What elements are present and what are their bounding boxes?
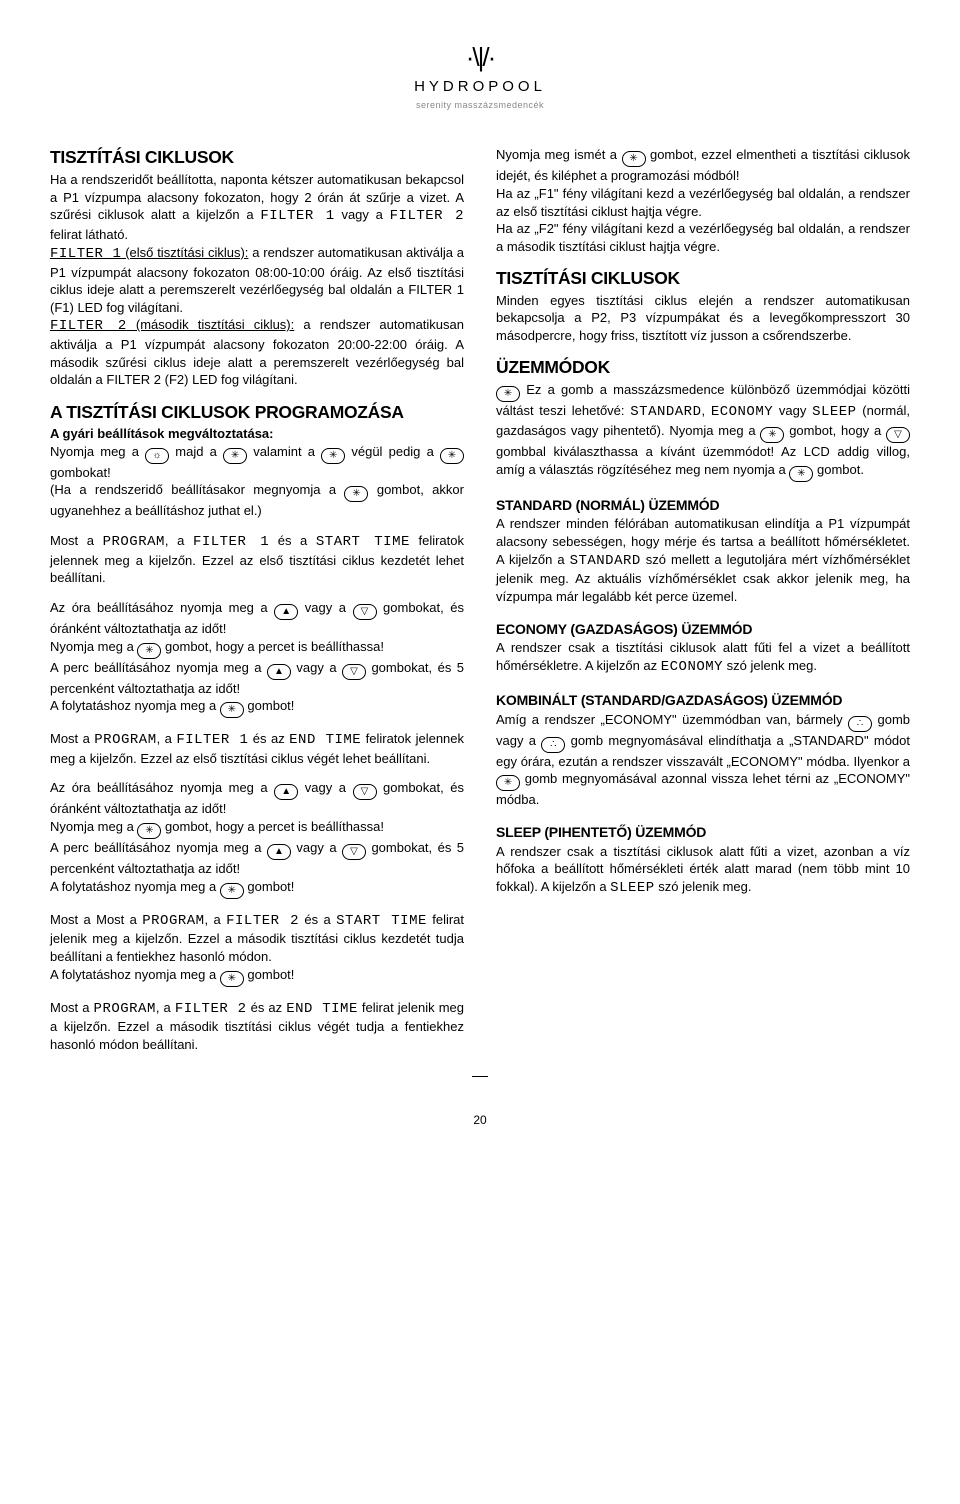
star-button-icon: ✳	[220, 883, 244, 899]
para-sleep: A rendszer csak a tisztítási ciklusok al…	[496, 843, 910, 898]
logo-subtitle: serenity masszázsmedencék	[50, 99, 910, 111]
lcd-program: PROGRAM	[103, 534, 165, 550]
para-prog-end: Most a PROGRAM, a FILTER 1 és az END TIM…	[50, 730, 464, 767]
heading-economy: ECONOMY (GAZDASÁGOS) ÜZEMMÓD	[496, 620, 910, 639]
lcd-filter1: FILTER 1	[176, 732, 248, 748]
footer-divider	[472, 1076, 488, 1077]
heading-programming: A TISZTÍTÁSI CIKLUSOK PROGRAMOZÁSA	[50, 401, 464, 425]
lcd-economy: ECONOMY	[661, 659, 723, 675]
heading-standard: STANDARD (NORMÁL) ÜZEMMÓD	[496, 496, 910, 515]
lcd-program: PROGRAM	[94, 732, 156, 748]
page-number: 20	[50, 1112, 910, 1128]
star-button-icon: ✳	[137, 643, 161, 659]
light-button-icon: ☼	[145, 448, 169, 464]
star-button-icon: ✳	[223, 448, 247, 464]
lcd-sleep: SLEEP	[610, 880, 655, 896]
down-button-icon: ▽	[342, 844, 366, 860]
lcd-filter2-u: FILTER 2	[50, 318, 127, 334]
para-standard: A rendszer minden félórában automatikusa…	[496, 515, 910, 605]
star-button-icon: ✳	[789, 466, 813, 482]
para-save: Nyomja meg ismét a ✳ gombot, ezzel elmen…	[496, 146, 910, 255]
star-button-icon: ✳	[344, 486, 368, 502]
up-button-icon: ▲	[267, 844, 291, 860]
para-prog-start: Most a PROGRAM, a FILTER 1 és a START TI…	[50, 532, 464, 587]
heading-cleaning-cycles: TISZTÍTÁSI CIKLUSOK	[50, 146, 464, 170]
lcd-filter1: FILTER 1	[193, 534, 269, 550]
heading-sleep: SLEEP (PIHENTETŐ) ÜZEMMÓD	[496, 823, 910, 842]
lcd-sleep: SLEEP	[812, 404, 857, 420]
lcd-program: PROGRAM	[142, 913, 204, 929]
star-button-icon: ✳	[496, 775, 520, 791]
lcd-filter1-u: FILTER 1	[50, 246, 121, 262]
lcd-filter2: FILTER 2	[175, 1001, 247, 1017]
para-buttons1: Nyomja meg a ☼ majd a ✳ valamint a ✳ vég…	[50, 443, 464, 520]
para-set-hour1: Az óra beállításához nyomja meg a ▲ vagy…	[50, 599, 464, 718]
para-combined: Amíg a rendszer „ECONOMY" üzemmódban van…	[496, 711, 910, 809]
lcd-start-time: START TIME	[316, 534, 410, 550]
star-button-icon: ✳	[440, 448, 464, 464]
lcd-filter1: FILTER 1	[260, 208, 334, 224]
up-button-icon: ▲	[274, 604, 298, 620]
star-button-icon: ✳	[137, 823, 161, 839]
heading-combined: KOMBINÁLT (STANDARD/GAZDASÁGOS) ÜZEMMÓD	[496, 691, 910, 710]
down-button-icon: ▽	[353, 604, 377, 620]
para-cycles2: Minden egyes tisztítási ciklus elején a …	[496, 292, 910, 345]
down-button-icon: ▽	[353, 784, 377, 800]
para-set-hour2: Az óra beállításához nyomja meg a ▲ vagy…	[50, 779, 464, 898]
lcd-end-time: END TIME	[286, 1001, 358, 1017]
up-button-icon: ▲	[267, 664, 291, 680]
para-intro: Ha a rendszeridőt beállította, naponta k…	[50, 171, 464, 389]
heading-cleaning-cycles2: TISZTÍTÁSI CIKLUSOK	[496, 267, 910, 291]
brand-logo: ·\|/· HYDROPOOL serenity masszázsmedencé…	[50, 40, 910, 111]
jets-button-icon: ∴	[848, 716, 872, 732]
star-button-icon: ✳	[220, 702, 244, 718]
star-button-icon: ✳	[760, 427, 784, 443]
logo-brand: HYDROPOOL	[50, 77, 910, 97]
star-button-icon: ✳	[220, 971, 244, 987]
heading-modes: ÜZEMMÓDOK	[496, 356, 910, 380]
para-economy: A rendszer csak a tisztítási ciklusok al…	[496, 639, 910, 676]
para-filter2-end: Most a PROGRAM, a FILTER 2 és az END TIM…	[50, 999, 464, 1054]
left-column: TISZTÍTÁSI CIKLUSOK Ha a rendszeridőt be…	[50, 146, 464, 1065]
dots-button-icon: ∴	[541, 737, 565, 753]
lcd-filter2: FILTER 2	[226, 913, 299, 929]
lcd-standard: STANDARD	[630, 404, 701, 420]
content-columns: TISZTÍTÁSI CIKLUSOK Ha a rendszeridőt be…	[50, 146, 910, 1065]
lcd-end-time: END TIME	[289, 732, 361, 748]
up-button-icon: ▲	[274, 784, 298, 800]
right-column: Nyomja meg ismét a ✳ gombot, ezzel elmen…	[496, 146, 910, 1065]
para-modes: ✳ Ez a gomb a masszázsmedence különböző …	[496, 381, 910, 481]
lcd-economy: ECONOMY	[711, 404, 773, 420]
down-button-icon: ▽	[886, 427, 910, 443]
star-button-icon: ✳	[321, 448, 345, 464]
logo-icon: ·\|/·	[50, 40, 910, 75]
lcd-standard: STANDARD	[570, 553, 641, 569]
star-button-icon: ✳	[496, 386, 520, 402]
subheading-factory: A gyári beállítások megváltoztatása:	[50, 425, 464, 443]
down-button-icon: ▽	[342, 664, 366, 680]
star-button-icon: ✳	[622, 151, 646, 167]
lcd-filter2: FILTER 2	[390, 208, 464, 224]
lcd-start-time: START TIME	[336, 913, 427, 929]
lcd-program: PROGRAM	[94, 1001, 156, 1017]
para-filter2-start: Most a Most a PROGRAM, a FILTER 2 és a S…	[50, 911, 464, 987]
